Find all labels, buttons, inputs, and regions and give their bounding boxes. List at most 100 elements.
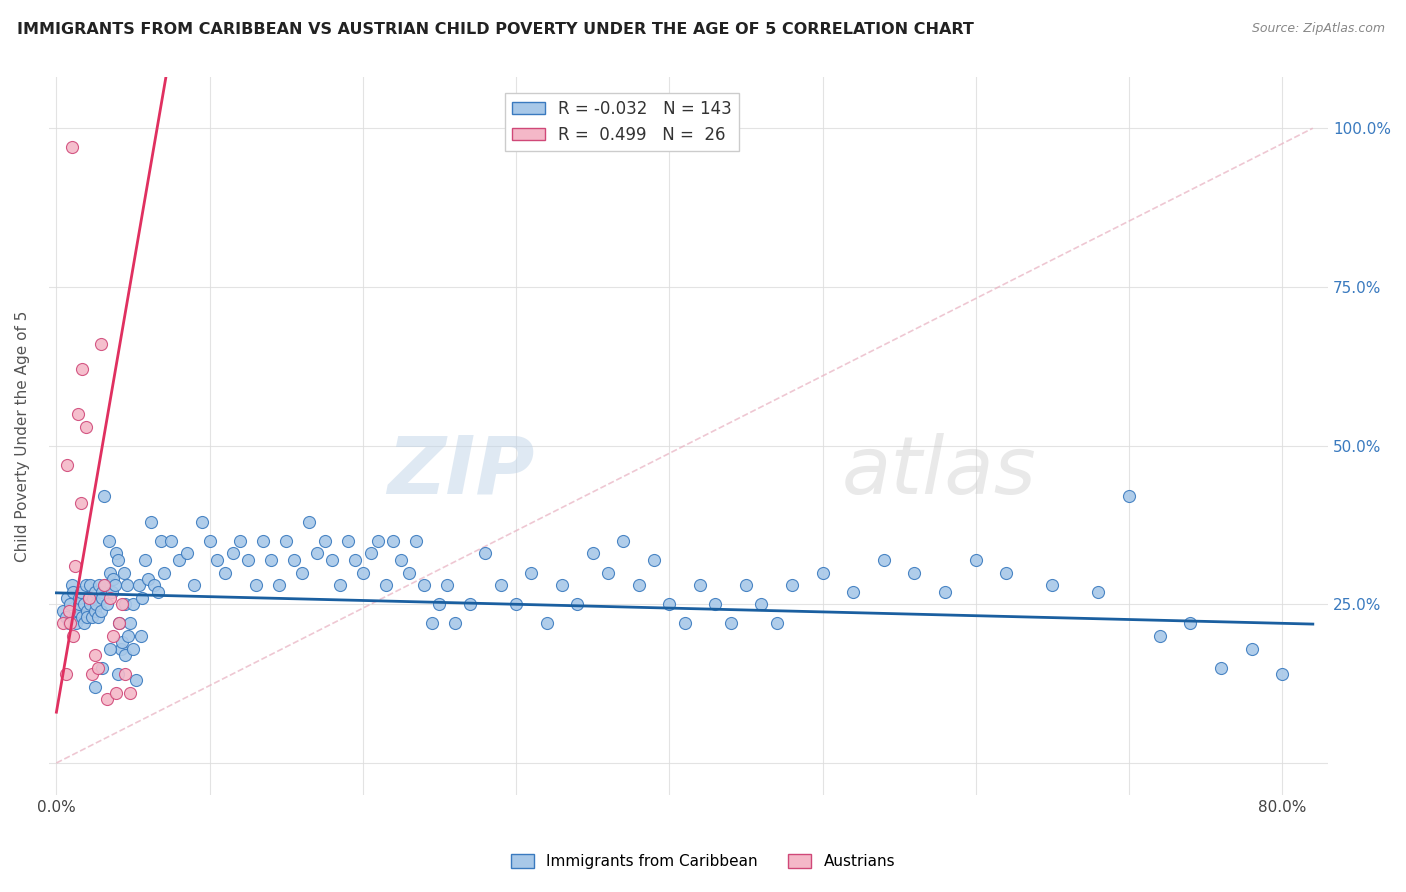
Point [72, 610, 94, 624]
Text: ZIP: ZIP [388, 433, 534, 511]
Point [198, 533, 221, 548]
Point [221, 547, 243, 561]
Point [128, 578, 150, 592]
Point [108, 616, 131, 631]
Point [73, 616, 96, 631]
Point [314, 533, 336, 548]
Point [360, 547, 382, 561]
Point [117, 629, 139, 643]
Point [283, 553, 305, 567]
Point [551, 578, 574, 592]
Point [115, 578, 138, 592]
Point [1209, 661, 1232, 675]
Point [114, 667, 136, 681]
Text: atlas: atlas [842, 433, 1036, 511]
Point [1149, 629, 1171, 643]
Point [336, 533, 359, 548]
Point [91, 591, 114, 605]
Point [80, 667, 103, 681]
Point [107, 667, 129, 681]
Point [118, 686, 141, 700]
Legend: Immigrants from Caribbean, Austrians: Immigrants from Caribbean, Austrians [505, 848, 901, 875]
Point [429, 597, 451, 611]
Point [111, 597, 134, 611]
Point [118, 616, 141, 631]
Point [842, 584, 865, 599]
Point [96, 692, 118, 706]
Point [80, 610, 103, 624]
Point [873, 553, 896, 567]
Point [141, 515, 163, 529]
Point [125, 673, 148, 688]
Point [596, 566, 619, 580]
Point [108, 616, 131, 631]
Point [260, 553, 283, 567]
Point [1180, 616, 1202, 631]
Point [62, 584, 84, 599]
Point [207, 553, 229, 567]
Point [995, 566, 1018, 580]
Point [176, 547, 198, 561]
Point [94, 578, 117, 592]
Point [146, 584, 169, 599]
Point [298, 515, 321, 529]
Legend: R = -0.032   N = 143, R =  0.499   N =  26: R = -0.032 N = 143, R = 0.499 N = 26 [505, 93, 738, 151]
Point [458, 597, 481, 611]
Point [735, 578, 758, 592]
Point [75, 419, 97, 434]
Point [100, 584, 122, 599]
Point [276, 533, 298, 548]
Point [65, 616, 87, 631]
Point [90, 337, 112, 351]
Point [83, 584, 105, 599]
Point [122, 597, 145, 611]
Point [143, 578, 166, 592]
Point [398, 566, 420, 580]
Point [329, 578, 352, 592]
Point [70, 496, 93, 510]
Point [98, 591, 121, 605]
Point [138, 572, 160, 586]
Point [105, 686, 128, 700]
Point [111, 635, 134, 649]
Point [167, 553, 190, 567]
Point [443, 616, 465, 631]
Point [104, 578, 127, 592]
Point [59, 616, 82, 631]
Point [72, 362, 94, 376]
Point [76, 610, 98, 624]
Point [413, 578, 436, 592]
Point [114, 648, 136, 662]
Point [489, 578, 512, 592]
Point [436, 578, 458, 592]
Point [77, 591, 100, 605]
Point [420, 616, 443, 631]
Point [62, 629, 84, 643]
Point [58, 616, 80, 631]
Point [934, 584, 956, 599]
Point [55, 667, 77, 681]
Point [627, 578, 650, 592]
Point [84, 597, 107, 611]
Point [405, 533, 427, 548]
Point [229, 533, 252, 548]
Point [214, 566, 236, 580]
Point [96, 597, 118, 611]
Point [474, 547, 496, 561]
Point [1240, 641, 1263, 656]
Point [59, 597, 82, 611]
Point [811, 566, 834, 580]
Point [55, 610, 77, 624]
Point [93, 489, 115, 503]
Point [582, 547, 605, 561]
Point [965, 553, 987, 567]
Point [98, 566, 121, 580]
Point [83, 680, 105, 694]
Point [98, 641, 121, 656]
Point [122, 641, 145, 656]
Point [114, 597, 136, 611]
Point [75, 578, 97, 592]
Point [87, 661, 110, 675]
Point [79, 578, 101, 592]
Point [267, 578, 290, 592]
